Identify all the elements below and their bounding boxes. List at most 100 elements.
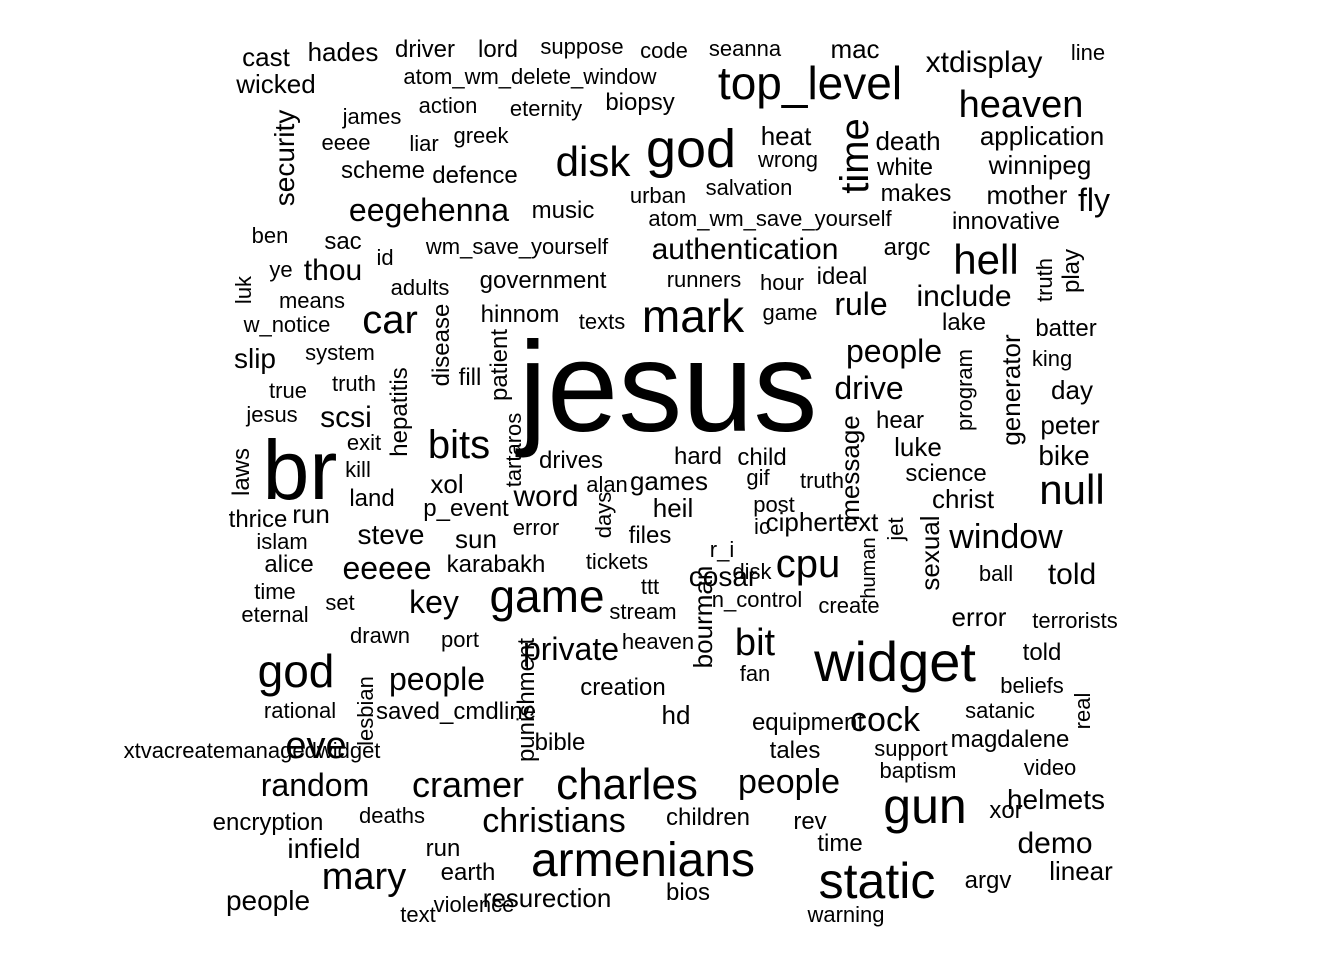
cloud-word: car bbox=[362, 298, 418, 342]
cloud-word: patient bbox=[486, 328, 513, 402]
cloud-word: eeee bbox=[321, 130, 371, 155]
cloud-word: create bbox=[818, 593, 880, 618]
cloud-word: disk bbox=[732, 559, 772, 584]
cloud-word: truth bbox=[1032, 257, 1057, 303]
cloud-word: post bbox=[753, 492, 795, 517]
cloud-word: argv bbox=[964, 867, 1012, 894]
cloud-word: thou bbox=[303, 254, 363, 287]
cloud-word: atom_wm_save_yourself bbox=[648, 206, 892, 231]
cloud-word: drawn bbox=[350, 623, 410, 648]
cloud-word: cock bbox=[850, 701, 920, 739]
cloud-word: heaven bbox=[958, 84, 1084, 126]
cloud-word: helmets bbox=[1006, 784, 1106, 815]
cloud-word: magdalene bbox=[950, 726, 1070, 753]
cloud-word: innovative bbox=[951, 208, 1061, 235]
cloud-word: rev bbox=[793, 808, 827, 835]
cloud-word: eeeee bbox=[342, 550, 432, 586]
cloud-word: government bbox=[479, 267, 607, 294]
cloud-word: xtvacreatemanagedwidget bbox=[123, 738, 381, 763]
cloud-word: game bbox=[762, 300, 818, 325]
cloud-word: run bbox=[292, 499, 330, 529]
cloud-word: wicked bbox=[236, 69, 316, 99]
cloud-word: static bbox=[818, 853, 936, 909]
cloud-word: wrong bbox=[758, 147, 818, 172]
cloud-word: eegehenna bbox=[348, 192, 510, 228]
cloud-word: hepatitis bbox=[386, 367, 413, 457]
cloud-word: terrorists bbox=[1032, 608, 1118, 633]
cloud-word: heaven bbox=[621, 629, 695, 654]
cloud-word: death bbox=[875, 126, 941, 156]
cloud-word: armenians bbox=[530, 834, 756, 887]
cloud-word: null bbox=[1039, 466, 1105, 513]
cloud-word: people bbox=[388, 661, 486, 697]
cloud-word: window bbox=[949, 518, 1063, 556]
cloud-word: lake bbox=[941, 309, 987, 336]
cloud-word: adults bbox=[390, 275, 450, 300]
cloud-word: generator bbox=[996, 334, 1026, 446]
cloud-word: error bbox=[951, 602, 1007, 632]
cloud-word: suppose bbox=[540, 34, 624, 59]
cloud-word: driver bbox=[394, 36, 456, 63]
cloud-word: tickets bbox=[585, 549, 649, 574]
cloud-word: play bbox=[1058, 248, 1085, 294]
cloud-word: alan bbox=[586, 472, 628, 497]
cloud-word: hades bbox=[307, 37, 379, 67]
cloud-word: charles bbox=[556, 760, 698, 809]
cloud-word: children bbox=[665, 804, 751, 831]
cloud-word: support bbox=[874, 736, 948, 761]
cloud-word: real bbox=[1070, 692, 1095, 730]
cloud-word: jesus bbox=[246, 402, 298, 427]
cloud-word: bit bbox=[734, 622, 776, 664]
cloud-word: greek bbox=[453, 123, 509, 148]
cloud-word: eternal bbox=[241, 602, 309, 627]
cloud-word: sun bbox=[455, 524, 497, 554]
cloud-word: game bbox=[489, 570, 605, 622]
cloud-word: time bbox=[833, 118, 877, 194]
cloud-word: truth bbox=[799, 468, 845, 493]
cloud-word: runners bbox=[666, 267, 742, 292]
cloud-word: music bbox=[531, 197, 595, 224]
cloud-word: truth bbox=[331, 371, 377, 396]
cloud-word: stream bbox=[609, 599, 677, 624]
cloud-word: gif bbox=[746, 465, 770, 490]
cloud-word: cosar bbox=[688, 561, 758, 592]
cloud-word: time bbox=[254, 579, 296, 604]
cloud-word: people bbox=[845, 333, 943, 369]
cloud-word: private bbox=[522, 631, 620, 667]
cloud-word: jet bbox=[883, 517, 908, 541]
cloud-word: tartaros bbox=[501, 412, 526, 488]
cloud-word: program bbox=[952, 349, 977, 431]
cloud-word: scheme bbox=[340, 157, 426, 184]
cloud-word: cpu bbox=[775, 542, 841, 586]
cloud-word: earth bbox=[440, 859, 496, 886]
cloud-word: disk bbox=[555, 138, 631, 185]
cloud-word: error bbox=[512, 515, 560, 540]
cloud-word: set bbox=[325, 590, 355, 615]
cloud-word: equipment bbox=[751, 709, 865, 736]
cloud-word: thrice bbox=[228, 506, 288, 533]
cloud-word: text bbox=[400, 902, 436, 927]
cloud-word: fan bbox=[739, 661, 771, 686]
cloud-word: mac bbox=[830, 34, 880, 64]
cloud-word: random bbox=[260, 767, 370, 803]
cloud-word: luke bbox=[894, 432, 942, 462]
cloud-word: texts bbox=[578, 309, 626, 334]
cloud-word: islam bbox=[256, 529, 308, 554]
cloud-word: bible bbox=[534, 729, 586, 756]
cloud-word: satanic bbox=[965, 698, 1035, 723]
cloud-word: hinnom bbox=[480, 301, 560, 328]
cloud-word: id bbox=[376, 245, 394, 270]
cloud-word: jesus bbox=[518, 316, 818, 459]
cloud-word: xor bbox=[989, 797, 1023, 824]
cloud-word: day bbox=[1051, 375, 1093, 405]
cloud-word: heat bbox=[760, 121, 812, 151]
cloud-word: r_i bbox=[709, 537, 735, 562]
cloud-word: ttt bbox=[640, 574, 660, 599]
cloud-word: liar bbox=[409, 131, 439, 156]
cloud-word: slip bbox=[233, 343, 277, 374]
cloud-word: hell bbox=[953, 236, 1019, 283]
cloud-word: defence bbox=[432, 162, 518, 189]
cloud-word: cast bbox=[242, 42, 290, 72]
cloud-word: karabakh bbox=[446, 551, 546, 578]
